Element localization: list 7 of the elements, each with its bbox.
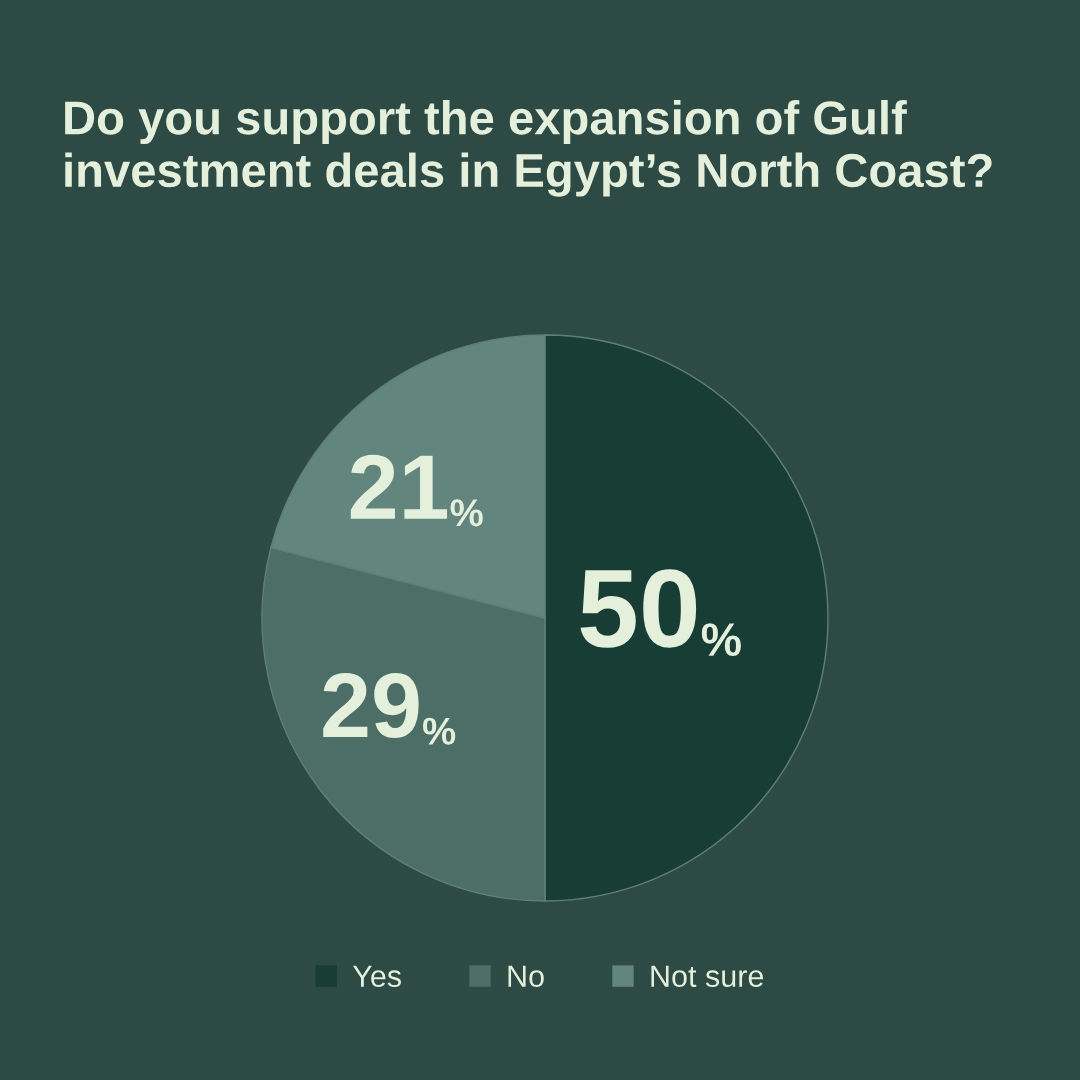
data-label: 50% (580, 569, 741, 657)
legend-label: Not sure (651, 965, 764, 988)
data-label: 21% (350, 454, 483, 527)
data-label: 29% (323, 673, 456, 745)
chart-title: Do you support the expansion of Gulf investment deals in Egypt’s North Coast? (65, 100, 992, 197)
legend-label: No (508, 965, 544, 988)
legend-label: Yes (352, 965, 402, 988)
